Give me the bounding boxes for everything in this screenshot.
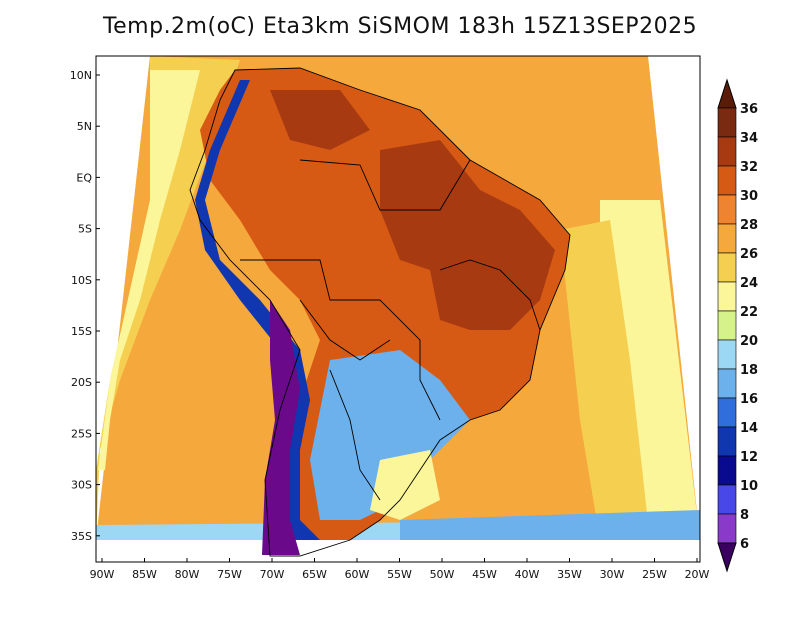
- colorbar-level-label: 28: [740, 218, 758, 233]
- colorbar-swatch: [717, 310, 737, 341]
- colorbar-swatch: [717, 513, 737, 544]
- lat-tick-label: 15S: [71, 325, 92, 338]
- border-brazil-west: [240, 259, 441, 421]
- pacific-cool-region: [98, 70, 200, 470]
- colorbar-level-label: 10: [740, 479, 758, 494]
- colorbar-level-label: 22: [740, 305, 758, 320]
- country-borders: [189, 67, 571, 557]
- colorbar-min-arrow: [717, 542, 737, 573]
- lon-tick-label: 30W: [600, 568, 625, 581]
- colorbar-swatch: [717, 426, 737, 457]
- lon-tick-label: 65W: [302, 568, 327, 581]
- colorbar: 36 34 32 30 28 26 24 22 20 18 16 14 12 10 8 6: [717, 78, 758, 573]
- land-south-mild: [370, 450, 440, 520]
- land-south-cool: [310, 350, 470, 520]
- south-america-coastline: [189, 67, 571, 557]
- lat-tick-label: 10N: [70, 69, 92, 82]
- lat-tick-label: 20S: [71, 376, 92, 389]
- colorbar-level-label: 14: [740, 421, 758, 436]
- colorbar-level-label: 12: [740, 450, 758, 465]
- colorbar-swatch: [717, 281, 737, 312]
- lon-tick-label: 80W: [175, 568, 200, 581]
- map-frame: [95, 55, 701, 563]
- colorbar-level-label: 32: [740, 160, 758, 175]
- land-very-hot-region: [380, 140, 555, 330]
- lat-tick-label: 5N: [77, 120, 92, 133]
- lon-tick-label: 45W: [472, 568, 497, 581]
- atlantic-mild-region: [560, 220, 650, 540]
- colorbar-swatch: [717, 194, 737, 225]
- colorbar-level-label: 20: [740, 334, 758, 349]
- lon-tick-label: 85W: [132, 568, 157, 581]
- lat-tick-label: 5S: [78, 223, 92, 236]
- colorbar-swatch: [717, 165, 737, 196]
- lon-tick-label: 55W: [387, 568, 412, 581]
- latitude-axis: 10N 5N EQ 5S 10S 15S 20S 25S 30S 35S: [70, 69, 100, 543]
- colorbar-max-arrow: [717, 78, 737, 109]
- border-brazil-north: [299, 159, 471, 211]
- colorbar-swatch: [717, 484, 737, 515]
- colorbar-level-label: 8: [740, 508, 749, 523]
- lat-tick-label: EQ: [76, 171, 92, 184]
- border-southern-cone: [329, 369, 381, 501]
- colorbar-swatch: [717, 368, 737, 399]
- colorbar-swatch: [717, 339, 737, 370]
- lat-tick-label: 30S: [71, 479, 92, 492]
- lon-tick-label: 50W: [430, 568, 455, 581]
- colorbar-level-label: 16: [740, 392, 758, 407]
- colorbar-level-label: 30: [740, 189, 758, 204]
- temperature-field: [96, 56, 700, 555]
- lon-tick-label: 70W: [260, 568, 285, 581]
- land-hot-region: [200, 68, 570, 540]
- border-bolivia: [299, 299, 391, 361]
- colorbar-level-label: 36: [740, 102, 758, 117]
- colorbar-swatch: [717, 223, 737, 254]
- lat-tick-label: 25S: [71, 427, 92, 440]
- lat-tick-label: 10S: [71, 274, 92, 287]
- colorbar-swatch: [717, 252, 737, 283]
- andes-coldest-region: [262, 300, 300, 555]
- lon-tick-label: 25W: [642, 568, 667, 581]
- lat-tick-label: 35S: [71, 530, 92, 543]
- lon-tick-label: 90W: [90, 568, 115, 581]
- colorbar-level-label: 34: [740, 131, 758, 146]
- lon-tick-label: 60W: [345, 568, 370, 581]
- colorbar-swatch: [717, 107, 737, 138]
- border-northeast: [439, 259, 541, 331]
- colorbar-swatch: [717, 455, 737, 486]
- land-very-hot-north: [270, 90, 370, 150]
- lon-tick-label: 20W: [685, 568, 710, 581]
- atlantic-cool-region: [600, 200, 700, 540]
- colorbar-swatch: [717, 397, 737, 428]
- colorbar-level-label: 6: [740, 537, 749, 552]
- map-title: Temp.2m(oC) Eta3km SiSMOM 183h 15Z13SEP2…: [102, 14, 698, 39]
- lon-tick-label: 40W: [515, 568, 540, 581]
- lon-tick-label: 35W: [557, 568, 582, 581]
- longitude-axis: 90W 85W 80W 75W 70W 65W 60W 55W 50W 45W 40W 35W 30W 2…: [90, 558, 710, 581]
- colorbar-swatch: [717, 136, 737, 167]
- lon-tick-label: 75W: [217, 568, 242, 581]
- colorbar-level-label: 24: [740, 276, 758, 291]
- colorbar-level-label: 26: [740, 247, 758, 262]
- south-atlantic-cold: [400, 510, 700, 540]
- colorbar-level-label: 18: [740, 363, 758, 378]
